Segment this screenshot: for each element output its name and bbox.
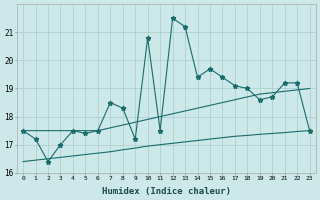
- X-axis label: Humidex (Indice chaleur): Humidex (Indice chaleur): [102, 187, 231, 196]
